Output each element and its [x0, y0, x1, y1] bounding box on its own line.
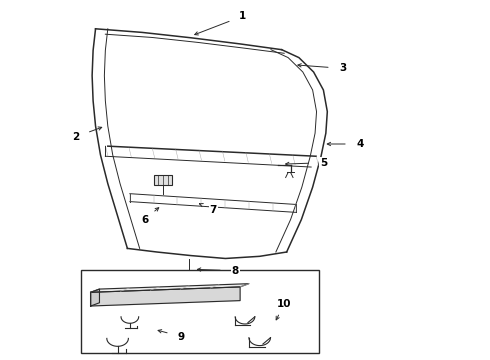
Text: 9: 9	[178, 332, 185, 342]
Bar	[81, 270, 318, 353]
Polygon shape	[91, 289, 99, 306]
Text: 1: 1	[239, 11, 246, 21]
Text: 3: 3	[340, 63, 346, 73]
Text: 6: 6	[141, 215, 148, 225]
Text: 10: 10	[277, 299, 292, 309]
Text: 4: 4	[356, 139, 364, 149]
Polygon shape	[91, 284, 249, 292]
Text: 7: 7	[209, 204, 217, 215]
Text: 8: 8	[232, 266, 239, 276]
Text: 5: 5	[320, 158, 327, 168]
Text: 2: 2	[73, 132, 79, 142]
Polygon shape	[91, 287, 240, 306]
FancyBboxPatch shape	[154, 175, 172, 185]
